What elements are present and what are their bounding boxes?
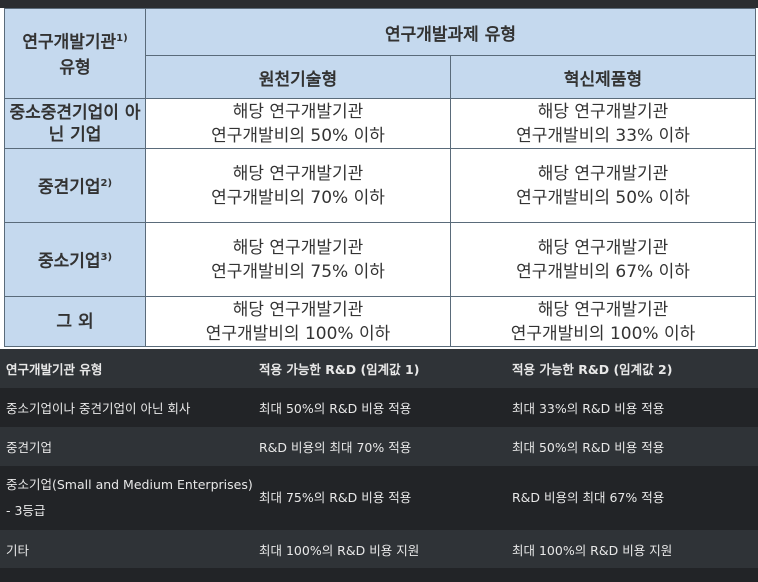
row-label-text: 그 외 — [56, 311, 94, 332]
column-header: 적용 가능한 R&D (임계값 1) — [259, 362, 420, 377]
cell: 최대 100%의 R&D 비용 지원 — [512, 542, 673, 558]
cell: R&D 비용의 최대 70% 적용 — [259, 440, 412, 455]
cell-line: 해당 연구개발기관 — [537, 101, 669, 122]
cell-line: 연구개발비의 100% 이하 — [205, 323, 391, 344]
cell-line: 해당 연구개발기관 — [537, 237, 669, 258]
dark-table: 연구개발기관 유형 적용 가능한 R&D (임계값 1) 적용 가능한 R&D … — [0, 349, 758, 582]
row-label-text: 중견기업 — [37, 177, 101, 198]
corner-header-text: 연구개발기관 — [22, 32, 117, 53]
cell-line: 중소기업(Small and Medium Enterprises) — [6, 477, 253, 492]
col-header: 원천기술형 — [145, 55, 451, 99]
cell: R&D 비용의 최대 67% 적용 — [512, 490, 665, 505]
table-row-empty — [0, 568, 758, 582]
row-label: 중견기업2) — [4, 148, 146, 223]
row-label-text: 중소중견기업이 아닌 기업 — [9, 102, 141, 145]
column-header: 적용 가능한 R&D (임계값 2) — [512, 362, 673, 377]
cell: 최대 50%의 R&D 비용 적용 — [512, 440, 665, 455]
footnote-mark: 3) — [100, 251, 113, 263]
cell-line: 해당 연구개발기관 — [232, 237, 364, 258]
cell: 최대 50%의 R&D 비용 적용 — [259, 401, 412, 416]
cell: 중견기업 — [6, 440, 53, 455]
column-header: 연구개발기관 유형 — [6, 362, 103, 377]
cell-line: 연구개발비의 75% 이하 — [211, 261, 385, 282]
cell: 기타 — [6, 542, 30, 558]
group-header: 연구개발과제 유형 — [144, 8, 757, 56]
table-row: 중소기업(Small and Medium Enterprises) - 3등급 … — [0, 466, 758, 530]
table-row: 중소기업이나 중견기업이 아닌 회사 최대 50%의 R&D 비용 적용 최대 … — [0, 388, 758, 427]
cell-line: 연구개발비의 67% 이하 — [516, 261, 690, 282]
cell-line: 해당 연구개발기관 — [537, 299, 669, 320]
row-label-text: 중소기업 — [37, 251, 101, 272]
cell-line: 연구개발비의 33% 이하 — [516, 125, 690, 146]
cell-line: - 3등급 — [6, 503, 46, 518]
cell: 중소기업(Small and Medium Enterprises) - 3등급 — [0, 472, 253, 524]
cell-line: 연구개발비의 70% 이하 — [211, 187, 385, 208]
row-label: 중소기업3) — [4, 222, 146, 297]
cell-line: 연구개발비의 100% 이하 — [510, 323, 696, 344]
row-label: 중소중견기업이 아닌 기업 — [4, 98, 146, 149]
corner-header-text-2: 유형 — [59, 58, 91, 79]
cell: 최대 100%의 R&D 비용 지원 — [259, 542, 420, 558]
footnote-mark: 1) — [116, 32, 128, 44]
cell-line: 해당 연구개발기관 — [232, 299, 364, 320]
image-table: 연구개발기관1) 유형 연구개발과제 유형 원천기술형 혁신제품형 중소중견기업… — [4, 8, 757, 347]
cell-line: 연구개발비의 50% 이하 — [211, 125, 385, 146]
table-row: 기타 최대 100%의 R&D 비용 지원 최대 100%의 R&D 비용 지원 — [0, 530, 758, 568]
table-row: 중견기업 R&D 비용의 최대 70% 적용 최대 50%의 R&D 비용 적용 — [0, 427, 758, 466]
cell-line: 해당 연구개발기관 — [232, 163, 364, 184]
top-bar — [0, 0, 758, 8]
cell-line: 해당 연구개발기관 — [537, 163, 669, 184]
corner-header: 연구개발기관1) 유형 — [4, 8, 146, 99]
cell-line: 해당 연구개발기관 — [232, 101, 364, 122]
cell-line: 연구개발비의 50% 이하 — [516, 187, 690, 208]
col-header: 혁신제품형 — [449, 55, 757, 99]
row-label: 그 외 — [4, 296, 146, 347]
table-header-row: 연구개발기관 유형 적용 가능한 R&D (임계값 1) 적용 가능한 R&D … — [0, 349, 758, 388]
cell: 중소기업이나 중견기업이 아닌 회사 — [6, 401, 191, 416]
cell: 최대 75%의 R&D 비용 적용 — [259, 490, 412, 505]
footnote-mark: 2) — [100, 177, 113, 189]
cell: 최대 33%의 R&D 비용 적용 — [512, 401, 665, 416]
